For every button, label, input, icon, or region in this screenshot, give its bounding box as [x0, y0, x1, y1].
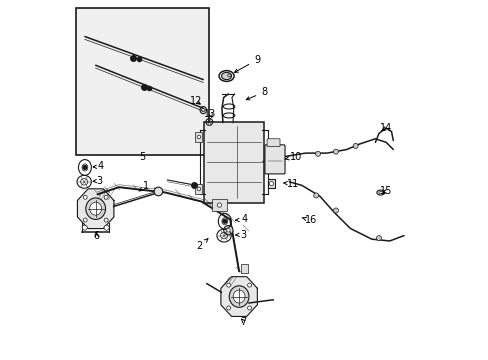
Circle shape [104, 195, 108, 199]
Text: 2: 2 [196, 239, 207, 251]
Circle shape [197, 135, 201, 139]
Text: 14: 14 [379, 123, 391, 133]
Text: 16: 16 [301, 215, 316, 225]
Ellipse shape [85, 198, 105, 220]
Polygon shape [77, 189, 114, 229]
Text: 5: 5 [139, 152, 145, 162]
Circle shape [154, 187, 163, 196]
Text: 1: 1 [139, 181, 149, 192]
Circle shape [269, 181, 273, 186]
Polygon shape [221, 277, 257, 316]
Bar [76, 8, 208, 155]
Bar [267, 179, 274, 188]
Ellipse shape [378, 192, 382, 194]
Circle shape [83, 166, 87, 170]
Bar [241, 264, 247, 273]
Text: 4: 4 [235, 215, 247, 224]
Circle shape [247, 283, 251, 287]
Ellipse shape [219, 71, 234, 81]
Circle shape [83, 195, 87, 199]
Circle shape [313, 193, 318, 198]
Ellipse shape [221, 72, 231, 80]
Text: 12: 12 [189, 96, 202, 106]
Text: 10: 10 [285, 152, 302, 162]
Circle shape [223, 219, 226, 223]
Text: 13: 13 [204, 109, 216, 119]
Circle shape [82, 225, 87, 230]
Text: 9: 9 [234, 55, 260, 72]
FancyBboxPatch shape [264, 145, 285, 174]
Circle shape [217, 203, 221, 207]
Circle shape [333, 149, 338, 154]
Circle shape [226, 228, 230, 232]
Circle shape [352, 143, 357, 148]
FancyBboxPatch shape [266, 139, 280, 147]
Text: 4: 4 [93, 161, 103, 171]
Circle shape [376, 235, 381, 240]
FancyBboxPatch shape [203, 122, 263, 203]
Circle shape [226, 306, 230, 310]
Text: 3: 3 [93, 176, 102, 186]
Ellipse shape [229, 286, 248, 307]
Text: 3: 3 [235, 230, 246, 239]
FancyBboxPatch shape [195, 184, 202, 194]
Ellipse shape [233, 290, 244, 303]
Text: 8: 8 [246, 87, 267, 100]
FancyBboxPatch shape [211, 199, 227, 211]
Circle shape [247, 306, 251, 310]
Text: 7: 7 [240, 317, 246, 327]
Ellipse shape [376, 190, 384, 195]
Circle shape [104, 218, 108, 222]
Circle shape [223, 226, 233, 235]
Circle shape [226, 283, 230, 287]
Text: 6: 6 [94, 231, 100, 240]
Text: 11: 11 [283, 179, 299, 189]
FancyBboxPatch shape [195, 132, 202, 142]
Circle shape [333, 208, 338, 213]
Text: 15: 15 [379, 186, 391, 197]
Circle shape [83, 218, 87, 222]
Ellipse shape [90, 202, 102, 215]
Circle shape [104, 225, 109, 230]
Circle shape [315, 151, 320, 156]
Circle shape [197, 187, 201, 191]
